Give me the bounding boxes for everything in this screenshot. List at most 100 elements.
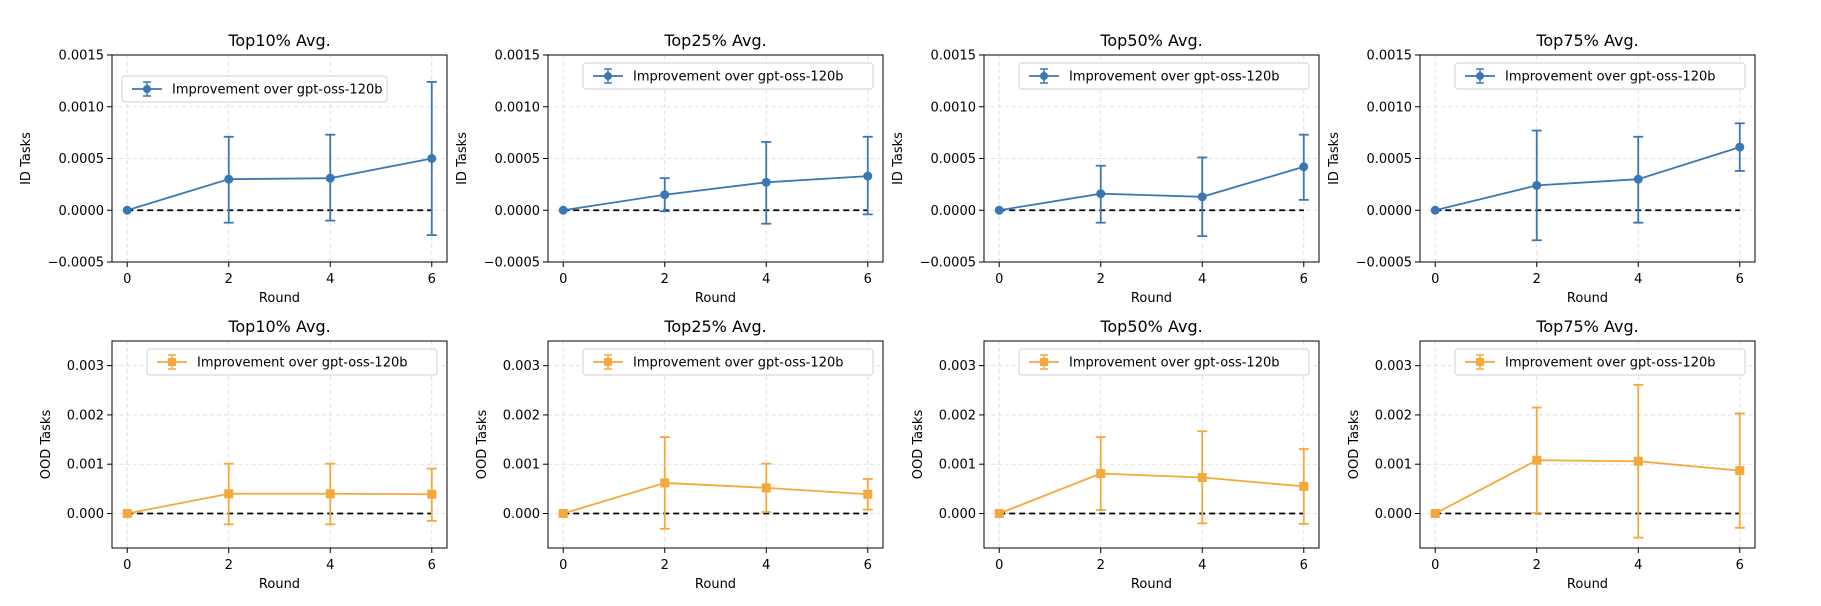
series-line	[1434, 459, 1740, 515]
legend: Improvement over gpt-oss-120b	[121, 75, 388, 103]
plot-frame	[983, 340, 1320, 549]
legend-box	[582, 62, 874, 90]
series-line	[998, 472, 1304, 515]
y-tick-label: 0.003	[503, 359, 540, 374]
data-point	[122, 205, 132, 215]
y-tick-label: −0.0005	[48, 256, 104, 271]
legend-box	[582, 348, 874, 376]
y-axis-label: ID Tasks	[19, 132, 34, 185]
x-tick-label: 2	[661, 558, 669, 573]
data-point	[863, 171, 873, 181]
series-line	[127, 492, 432, 515]
data-point	[1735, 466, 1745, 476]
x-tick-label: 6	[428, 558, 436, 573]
y-tick-label: 0.0005	[495, 152, 541, 167]
data-point	[660, 478, 670, 488]
y-tick-label: 0.000	[939, 507, 976, 522]
y-axis-label: ID Tasks	[455, 132, 470, 185]
x-tick-label: 0	[995, 272, 1003, 287]
data-point	[1633, 456, 1643, 466]
y-tick-label: 0.002	[1375, 408, 1412, 423]
y-tick-label: 0.0005	[1367, 152, 1413, 167]
legend-label: Improvement over gpt-oss-120b	[1069, 356, 1280, 371]
x-tick-label: 4	[1634, 272, 1642, 287]
x-tick-label: 4	[762, 558, 770, 573]
series-line	[562, 482, 868, 515]
data-point	[1299, 162, 1309, 172]
data-point	[994, 205, 1004, 215]
legend-swatch-marker	[1476, 72, 1484, 80]
legend-label: Improvement over gpt-oss-120b	[1069, 70, 1280, 85]
data-point	[1430, 205, 1440, 215]
y-tick-label: 0.0015	[1367, 49, 1413, 64]
legend-swatch-marker	[143, 85, 151, 93]
data-point	[994, 509, 1004, 518]
y-tick-label: 0.0015	[59, 49, 105, 64]
x-tick-label: 2	[225, 272, 233, 287]
legend-label: Improvement over gpt-oss-120b	[1505, 356, 1716, 371]
x-tick-label: 6	[864, 272, 872, 287]
x-tick-label: 0	[1431, 272, 1439, 287]
x-tick-label: 4	[1198, 558, 1206, 573]
data-point	[224, 174, 234, 184]
data-point	[558, 205, 568, 215]
legend-swatch-marker	[604, 358, 612, 366]
legend-box	[1454, 62, 1746, 90]
y-axis-label: OOD Tasks	[475, 410, 490, 480]
legend-swatch-marker	[168, 358, 176, 366]
subplot-title: Top25% Avg.	[663, 317, 766, 336]
data-point	[761, 177, 771, 187]
y-tick-label: 0.001	[503, 458, 540, 473]
x-axis-label: Round	[1567, 291, 1608, 306]
x-tick-label: 4	[762, 272, 770, 287]
y-axis-label: ID Tasks	[1327, 132, 1342, 185]
x-tick-label: 6	[1300, 272, 1308, 287]
legend: Improvement over gpt-oss-120b	[1018, 348, 1310, 376]
y-tick-label: 0.002	[503, 408, 540, 423]
legend-label: Improvement over gpt-oss-120b	[1505, 70, 1716, 85]
y-tick-label: 0.0015	[931, 49, 977, 64]
y-tick-label: 0.000	[503, 507, 540, 522]
legend-label: Improvement over gpt-oss-120b	[172, 83, 383, 98]
y-tick-label: 0.001	[1375, 458, 1412, 473]
subplot-title: Top50% Avg.	[1099, 317, 1202, 336]
data-point	[122, 509, 132, 518]
legend: Improvement over gpt-oss-120b	[146, 348, 438, 376]
x-tick-label: 4	[326, 558, 334, 573]
y-tick-label: 0.0005	[59, 152, 105, 167]
legend-swatch-marker	[604, 72, 612, 80]
x-tick-label: 0	[995, 558, 1003, 573]
data-point	[660, 190, 670, 200]
x-axis-label: Round	[1131, 291, 1172, 306]
x-tick-label: 6	[1300, 558, 1308, 573]
y-tick-label: −0.0005	[1356, 256, 1412, 271]
x-tick-label: 6	[1736, 558, 1744, 573]
legend-label: Improvement over gpt-oss-120b	[633, 70, 844, 85]
legend: Improvement over gpt-oss-120b	[582, 62, 874, 90]
y-tick-label: 0.001	[67, 458, 104, 473]
x-tick-label: 4	[1198, 272, 1206, 287]
subplot-ood-top10-avg-: 0 2 4 6 0.000 0.001 0.002 0.003 Top10% Avg. Round…	[39, 317, 448, 592]
data-point	[1532, 455, 1542, 465]
legend-box	[146, 348, 438, 376]
subplot-id-top75-avg-: 0 2 4 6 −0.0005 0.0000 0.0005 0.0010 0.0015 Top75…	[1327, 31, 1756, 306]
x-tick-label: 4	[1634, 558, 1642, 573]
x-tick-label: 2	[1097, 558, 1105, 573]
data-point	[761, 483, 771, 493]
subplot-title: Top50% Avg.	[1099, 31, 1202, 50]
data-point	[558, 509, 568, 518]
series-line	[999, 165, 1305, 212]
data-point	[1633, 174, 1643, 184]
y-tick-label: 0.003	[1375, 359, 1412, 374]
x-axis-label: Round	[695, 577, 736, 592]
y-tick-label: 0.003	[67, 359, 104, 374]
legend: Improvement over gpt-oss-120b	[1454, 62, 1746, 90]
data-point	[1299, 481, 1309, 491]
x-tick-label: 6	[1736, 272, 1744, 287]
legend-swatch-marker	[1476, 358, 1484, 366]
x-axis-label: Round	[1567, 577, 1608, 592]
x-tick-label: 0	[123, 558, 131, 573]
subplot-id-top25-avg-: 0 2 4 6 −0.0005 0.0000 0.0005 0.0010 0.0015 Top25…	[455, 31, 884, 306]
data-point	[1197, 473, 1207, 483]
subplot-title: Top10% Avg.	[227, 31, 330, 50]
